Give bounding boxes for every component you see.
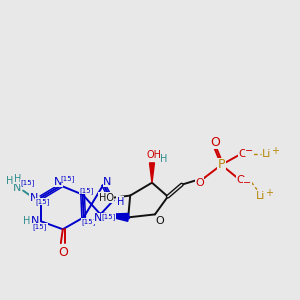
- Text: P: P: [218, 158, 225, 171]
- Text: Li: Li: [256, 190, 266, 201]
- Text: H: H: [117, 196, 124, 206]
- Text: +: +: [265, 188, 273, 198]
- Text: [15]: [15]: [61, 176, 75, 182]
- Text: Li: Li: [262, 149, 272, 159]
- Text: [15]: [15]: [101, 213, 116, 220]
- Text: HO: HO: [99, 193, 114, 202]
- Text: N: N: [31, 216, 39, 226]
- Text: [15]: [15]: [33, 223, 47, 230]
- Text: H: H: [160, 154, 168, 164]
- Text: N: N: [54, 177, 62, 187]
- Text: O: O: [239, 149, 248, 159]
- Text: H: H: [23, 216, 31, 226]
- Text: O: O: [237, 175, 245, 185]
- Text: O: O: [155, 216, 164, 226]
- Text: +: +: [271, 146, 279, 156]
- Text: OH: OH: [146, 150, 161, 160]
- Text: N: N: [94, 213, 103, 224]
- Text: [15]: [15]: [81, 218, 96, 225]
- Text: −: −: [245, 146, 253, 156]
- Text: O: O: [195, 178, 204, 188]
- Polygon shape: [100, 213, 129, 221]
- Text: H: H: [6, 176, 13, 186]
- Text: [15]: [15]: [20, 179, 34, 186]
- Text: [15]: [15]: [36, 198, 50, 205]
- Polygon shape: [149, 163, 154, 183]
- Text: N: N: [103, 177, 112, 187]
- Text: H: H: [14, 174, 21, 184]
- Text: N: N: [13, 183, 21, 193]
- Text: [15]: [15]: [80, 187, 94, 194]
- Text: O: O: [211, 136, 220, 148]
- Text: −: −: [243, 178, 251, 188]
- Text: N: N: [30, 193, 38, 202]
- Text: O: O: [58, 245, 68, 259]
